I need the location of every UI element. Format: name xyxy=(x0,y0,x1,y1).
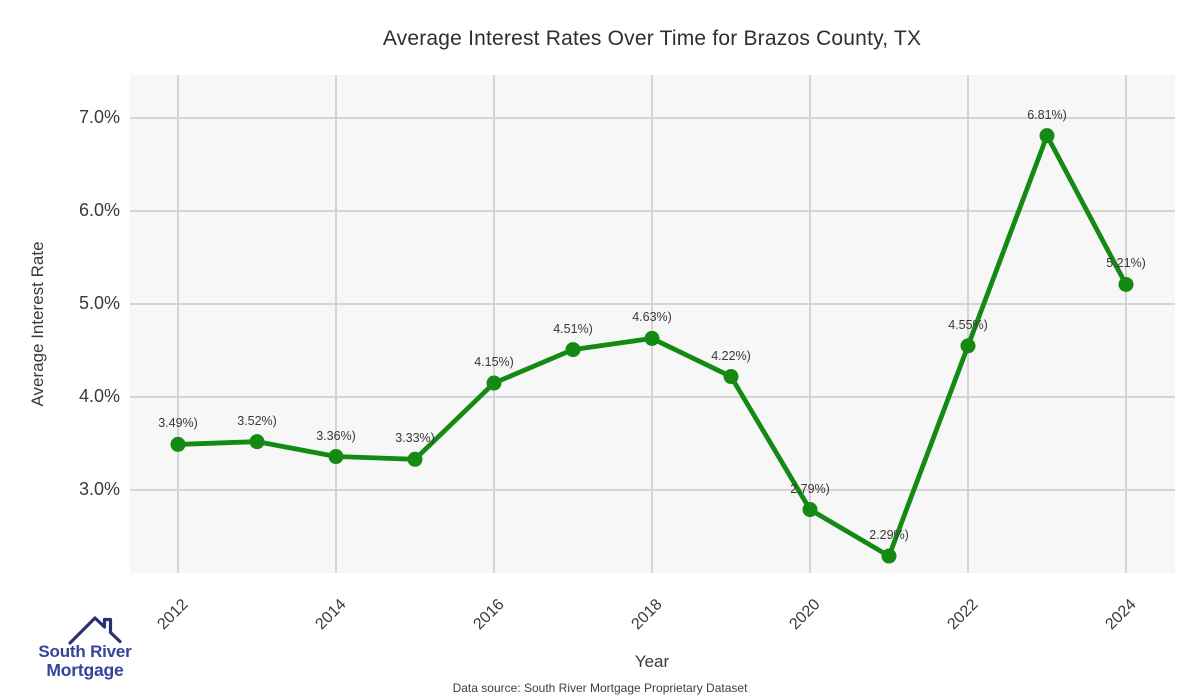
logo-text-line1: South River xyxy=(38,642,132,661)
data-point xyxy=(486,375,502,391)
x-tick-label: 2018 xyxy=(628,596,667,634)
y-tick-label: 6.0% xyxy=(78,200,120,220)
point-value-label: 3.36%) xyxy=(316,428,356,443)
chart-title: Average Interest Rates Over Time for Bra… xyxy=(382,27,922,50)
y-tick-label: 7.0% xyxy=(78,107,120,127)
data-point xyxy=(407,451,423,467)
x-tick-label: 2016 xyxy=(470,596,509,634)
house-roof-icon xyxy=(68,616,122,645)
data-point xyxy=(802,502,818,518)
point-value-label: 3.33%) xyxy=(395,431,435,446)
point-value-label: 4.55%) xyxy=(948,317,988,332)
point-value-label: 4.15%) xyxy=(474,355,514,370)
x-axis-title: Year xyxy=(634,652,670,671)
y-axis-title: Average Interest Rate xyxy=(28,241,47,407)
x-tick-label: 2022 xyxy=(944,596,983,634)
y-tick-label: 5.0% xyxy=(78,293,120,313)
point-value-label: 3.49%) xyxy=(158,416,198,431)
data-point xyxy=(881,548,897,564)
data-point xyxy=(644,330,660,346)
x-tick-label: 2024 xyxy=(1102,596,1141,634)
data-point xyxy=(723,369,739,385)
x-tick-label: 2020 xyxy=(786,596,825,634)
y-tick-label: 3.0% xyxy=(78,479,120,499)
data-source-caption: Data source: South River Mortgage Propri… xyxy=(452,681,748,695)
point-value-label: 2.29%) xyxy=(869,528,909,543)
data-point xyxy=(1118,276,1134,292)
point-value-label: 4.22%) xyxy=(711,348,751,363)
point-value-label: 4.63%) xyxy=(632,310,672,325)
point-value-label: 4.51%) xyxy=(553,321,593,336)
point-value-label: 3.52%) xyxy=(237,413,277,428)
south-river-mortgage-logo: South River Mortgage xyxy=(20,612,150,687)
x-tick-label: 2012 xyxy=(154,596,193,634)
data-point xyxy=(1039,128,1055,144)
plot-panel xyxy=(130,75,1175,573)
x-tick-label: 2014 xyxy=(312,596,351,634)
point-value-label: 6.81%) xyxy=(1027,107,1067,122)
data-point xyxy=(328,449,344,465)
chart-canvas xyxy=(130,75,1175,573)
data-point xyxy=(170,436,186,452)
point-value-label: 5.21%) xyxy=(1106,256,1146,271)
data-point xyxy=(960,338,976,354)
data-point xyxy=(565,342,581,358)
point-value-label: 2.79%) xyxy=(790,481,830,496)
logo-text-line2: Mortgage xyxy=(46,660,124,680)
data-point xyxy=(249,434,265,450)
y-tick-label: 4.0% xyxy=(78,386,120,406)
